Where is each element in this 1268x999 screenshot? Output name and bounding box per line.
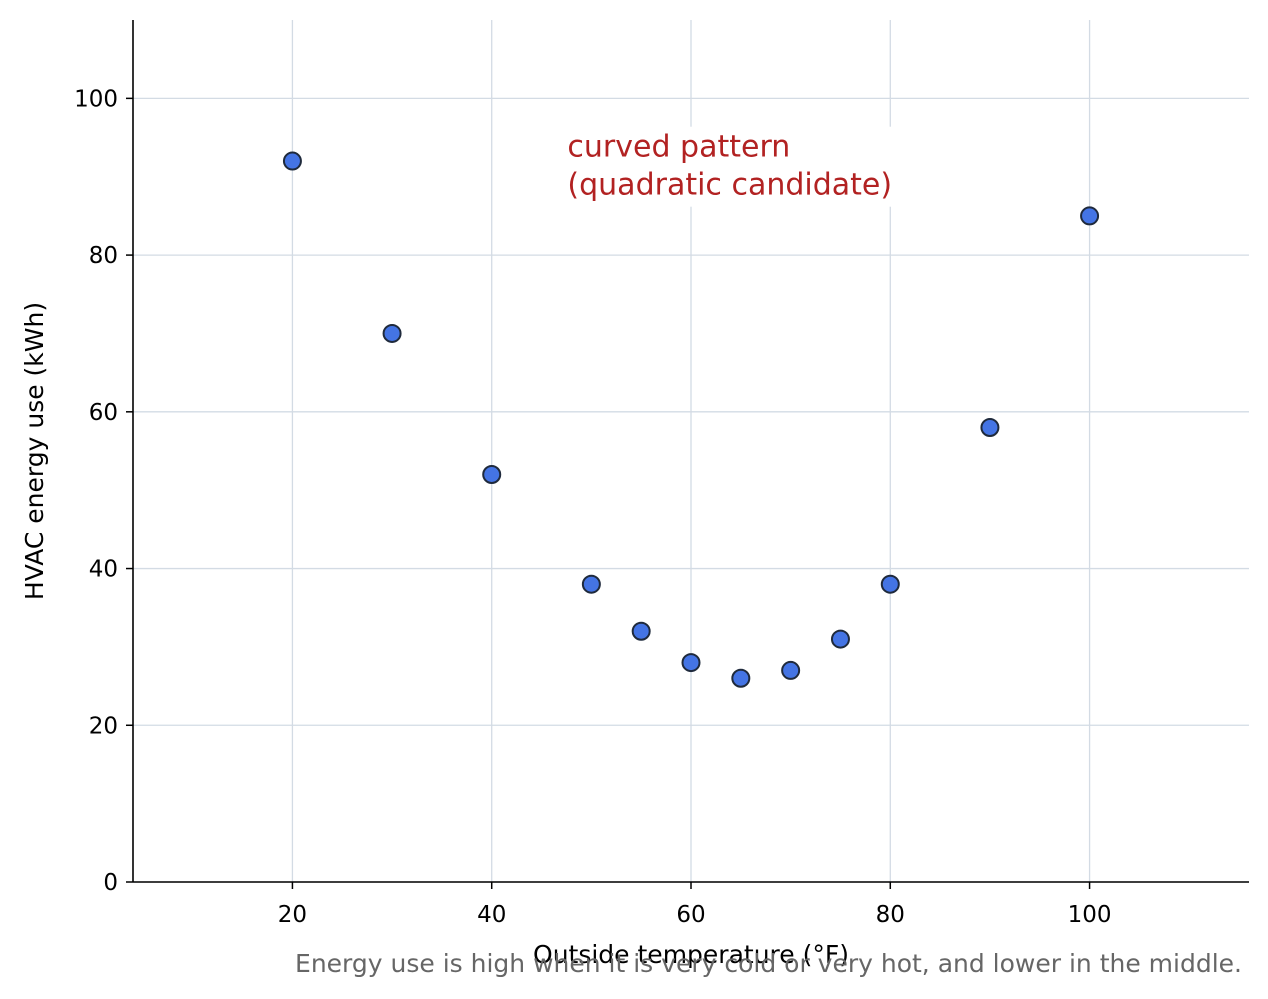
annotation-text-line: (quadratic candidate) xyxy=(567,168,892,203)
y-tick-label: 0 xyxy=(103,870,118,896)
data-point xyxy=(482,465,502,485)
data-point xyxy=(731,668,751,688)
data-point xyxy=(681,653,701,673)
chart-caption: Energy use is high when it is very cold … xyxy=(295,949,1242,978)
y-axis-label: HVAC energy use (kWh) xyxy=(20,302,49,600)
annotation-background xyxy=(561,126,934,207)
data-points xyxy=(282,151,1100,688)
data-point xyxy=(631,621,651,641)
y-tick-label: 40 xyxy=(89,557,118,583)
annotation: curved pattern(quadratic candidate) xyxy=(561,126,934,207)
y-tick-label: 100 xyxy=(74,86,118,112)
data-point xyxy=(1080,206,1100,226)
x-axis-label: Outside temperature (°F) xyxy=(533,940,849,969)
x-tick-label: 40 xyxy=(477,902,506,928)
y-tick-label: 60 xyxy=(89,400,118,426)
data-point xyxy=(382,323,402,343)
tick-labels: 20 40 60 80 100 0 20 40 60 80 100 xyxy=(74,86,1111,928)
data-point xyxy=(980,417,1000,437)
axes xyxy=(126,20,1249,889)
x-tick-label: 20 xyxy=(278,902,307,928)
y-tick-label: 20 xyxy=(89,713,118,739)
x-tick-label: 80 xyxy=(876,902,905,928)
annotation-text-line: curved pattern xyxy=(567,130,790,165)
y-tick-label: 80 xyxy=(89,243,118,269)
data-point xyxy=(581,574,601,594)
data-point xyxy=(282,151,302,171)
data-point xyxy=(830,629,850,649)
x-tick-label: 60 xyxy=(676,902,705,928)
data-point xyxy=(880,574,900,594)
x-tick-label: 100 xyxy=(1068,902,1112,928)
data-point xyxy=(781,660,801,680)
